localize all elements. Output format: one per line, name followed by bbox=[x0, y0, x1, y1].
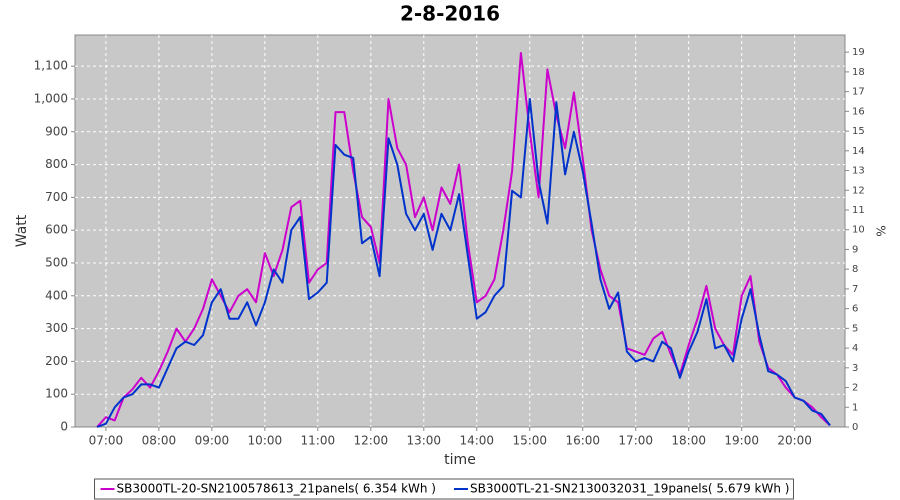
y-tick-label: 400 bbox=[45, 288, 68, 302]
y2-tick-label: 5 bbox=[852, 323, 858, 334]
legend-label: SB3000TL-21-SN2130032031_19panels( 5.679… bbox=[470, 482, 789, 496]
y2-tick-label: 19 bbox=[852, 47, 865, 58]
x-tick-label: 08:00 bbox=[142, 434, 177, 448]
legend-box bbox=[94, 478, 794, 500]
plot-area bbox=[74, 34, 846, 428]
y2-tick-label: 7 bbox=[852, 284, 858, 295]
y-axis-label: Watt bbox=[14, 214, 30, 247]
x-tick-label: 14:00 bbox=[459, 434, 494, 448]
x-tick-label: 12:00 bbox=[354, 434, 389, 448]
legend-label: SB3000TL-20-SN2100578613_21panels( 6.354… bbox=[117, 482, 436, 496]
x-tick-label: 16:00 bbox=[565, 434, 600, 448]
x-axis-label: time bbox=[444, 452, 476, 468]
y2-tick-label: 16 bbox=[852, 106, 865, 117]
y2-tick-label: 4 bbox=[852, 343, 858, 354]
series-line bbox=[96, 98, 831, 428]
chart-title: 2-8-2016 bbox=[400, 2, 500, 26]
y2-tick-label: 12 bbox=[852, 185, 865, 196]
x-tick-label: 11:00 bbox=[301, 434, 336, 448]
y2-tick-label: 14 bbox=[852, 146, 865, 157]
y-tick-label: 200 bbox=[45, 354, 68, 368]
y2-tick-label: 17 bbox=[852, 87, 865, 98]
y-tick-label: 1,100 bbox=[34, 59, 68, 73]
y2-tick-label: 3 bbox=[852, 363, 858, 374]
y2-tick-label: 9 bbox=[852, 244, 858, 255]
x-tick-label: 20:00 bbox=[777, 434, 812, 448]
x-tick-label: 15:00 bbox=[512, 434, 547, 448]
y-tick-label: 100 bbox=[45, 387, 68, 401]
y2-tick-label: 15 bbox=[852, 126, 865, 137]
x-tick-label: 18:00 bbox=[671, 434, 706, 448]
x-tick-label: 13:00 bbox=[406, 434, 441, 448]
y2-tick-label: 6 bbox=[852, 304, 858, 315]
y-tick-label: 500 bbox=[45, 255, 68, 269]
y-tick-label: 0 bbox=[60, 420, 68, 434]
y2-tick-label: 8 bbox=[852, 264, 858, 275]
y2-tick-label: 2 bbox=[852, 383, 858, 394]
y2-tick-label: 0 bbox=[852, 422, 858, 433]
y-tick-label: 800 bbox=[45, 157, 68, 171]
y2-tick-label: 1 bbox=[852, 402, 858, 413]
y2-axis-label: % bbox=[874, 225, 888, 236]
x-tick-label: 07:00 bbox=[89, 434, 124, 448]
x-tick-label: 17:00 bbox=[618, 434, 653, 448]
y2-tick-label: 10 bbox=[852, 225, 865, 236]
y2-tick-label: 13 bbox=[852, 166, 865, 177]
y-tick-label: 1,000 bbox=[34, 91, 68, 105]
legend: SB3000TL-20-SN2100578613_21panels( 6.354… bbox=[94, 478, 794, 500]
y2-tick-label: 18 bbox=[852, 67, 865, 78]
x-tick-label: 10:00 bbox=[248, 434, 283, 448]
y-tick-label: 700 bbox=[45, 190, 68, 204]
x-tick-label: 19:00 bbox=[724, 434, 759, 448]
y-tick-label: 300 bbox=[45, 321, 68, 335]
y2-tick-label: 11 bbox=[852, 205, 865, 216]
y-tick-label: 900 bbox=[45, 124, 68, 138]
y-tick-label: 600 bbox=[45, 223, 68, 237]
x-tick-label: 09:00 bbox=[195, 434, 230, 448]
